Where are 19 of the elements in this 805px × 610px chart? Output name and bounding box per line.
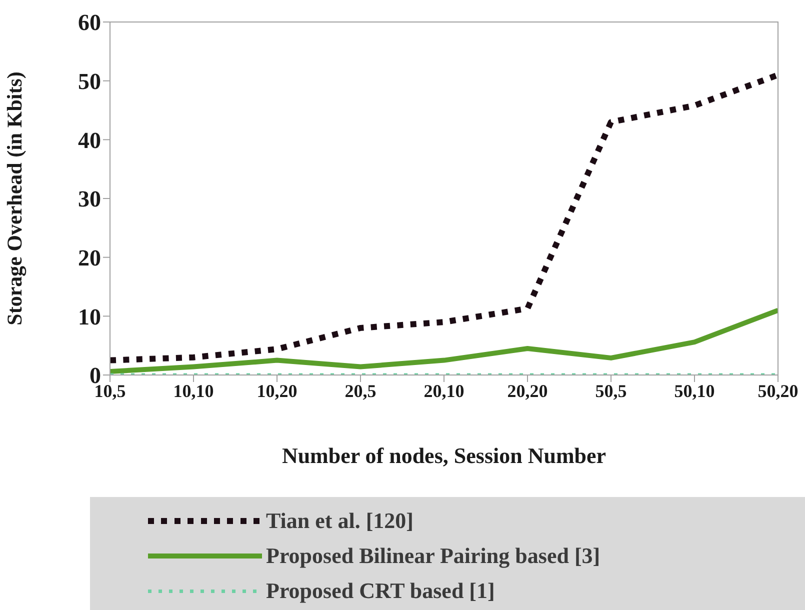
legend-label: Proposed CRT based [1]: [266, 578, 495, 604]
x-axis-title: Number of nodes, Session Number: [282, 443, 606, 468]
legend-label: Tian et al. [120]: [266, 508, 414, 534]
x-tick-label: 50,5: [595, 380, 627, 401]
y-tick-label: 60: [78, 10, 101, 36]
x-tick-label: 10,10: [173, 380, 214, 401]
x-tick-label: 50,20: [758, 380, 798, 401]
x-tick-label: 20,20: [507, 380, 548, 401]
y-tick-label: 50: [78, 69, 101, 94]
y-tick-label: 10: [78, 304, 101, 330]
y-tick-label: 30: [78, 186, 101, 212]
y-tick-label: 20: [78, 246, 101, 270]
y-axis-title: Storage Overhead (in Kbits): [2, 72, 26, 326]
legend-label: Proposed Bilinear Pairing based [3]: [266, 542, 600, 568]
x-tick-label: 20,5: [344, 380, 376, 401]
x-tick-label: 20,10: [424, 380, 464, 401]
x-tick-label: 10,20: [256, 380, 298, 401]
y-tick-label: 40: [78, 128, 101, 153]
x-tick-label: 50,10: [674, 380, 715, 401]
